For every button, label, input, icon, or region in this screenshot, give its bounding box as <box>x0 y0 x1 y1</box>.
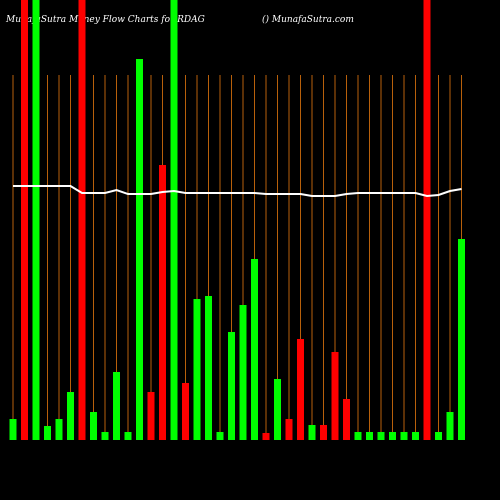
bar <box>228 332 235 440</box>
bar <box>193 299 201 440</box>
bar <box>170 0 178 440</box>
bar <box>205 296 212 440</box>
bar <box>458 239 465 440</box>
bar <box>412 432 419 440</box>
bar <box>366 432 373 440</box>
bar <box>343 399 350 440</box>
bar <box>67 392 74 440</box>
bar <box>216 432 224 440</box>
bar <box>136 59 143 440</box>
bar <box>44 426 51 440</box>
bar <box>55 419 63 440</box>
bar <box>262 433 270 440</box>
bar <box>113 372 120 440</box>
bar <box>251 259 258 440</box>
bar <box>21 0 28 440</box>
bar <box>90 412 97 440</box>
bar <box>320 425 327 440</box>
bar <box>435 432 442 440</box>
bar <box>308 425 316 440</box>
bar <box>159 165 166 440</box>
bar <box>297 339 304 440</box>
bar <box>400 432 408 440</box>
bar <box>446 412 454 440</box>
bar <box>78 0 86 440</box>
bar <box>354 432 362 440</box>
bar <box>285 419 293 440</box>
bar <box>147 392 155 440</box>
bar <box>423 0 431 440</box>
chart-subtitle: () MunafaSutra.com <box>262 14 354 25</box>
bar <box>182 383 189 440</box>
bar <box>274 379 281 440</box>
bar <box>124 432 132 440</box>
bar <box>32 0 40 440</box>
chart-title: MunafaSutra Money Flow Charts for RDAG <box>5 15 205 25</box>
bar <box>377 432 385 440</box>
bar <box>101 432 109 440</box>
money-flow-line <box>13 185 462 198</box>
bar <box>389 432 396 440</box>
bar <box>9 419 17 440</box>
bar <box>239 305 247 440</box>
bar <box>331 352 339 440</box>
